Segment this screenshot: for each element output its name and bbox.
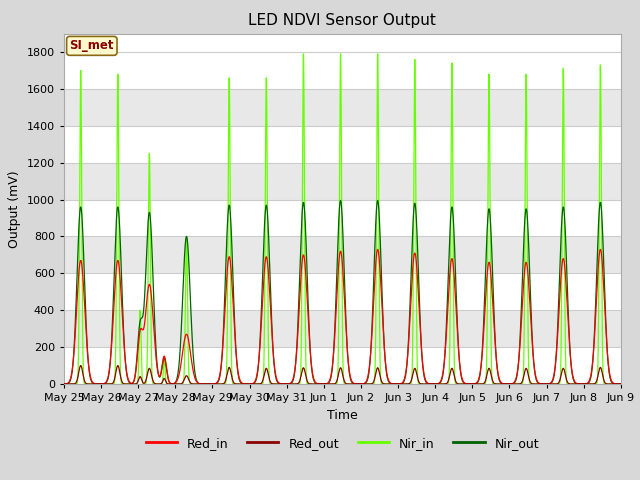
Bar <box>64 237 621 273</box>
Legend: Red_in, Red_out, Nir_in, Nir_out: Red_in, Red_out, Nir_in, Nir_out <box>141 432 544 455</box>
Bar <box>64 310 621 347</box>
X-axis label: Time: Time <box>327 408 358 421</box>
Title: LED NDVI Sensor Output: LED NDVI Sensor Output <box>248 13 436 28</box>
Y-axis label: Output (mV): Output (mV) <box>8 170 21 248</box>
Bar <box>64 89 621 126</box>
Text: SI_met: SI_met <box>70 39 114 52</box>
Bar <box>64 163 621 200</box>
